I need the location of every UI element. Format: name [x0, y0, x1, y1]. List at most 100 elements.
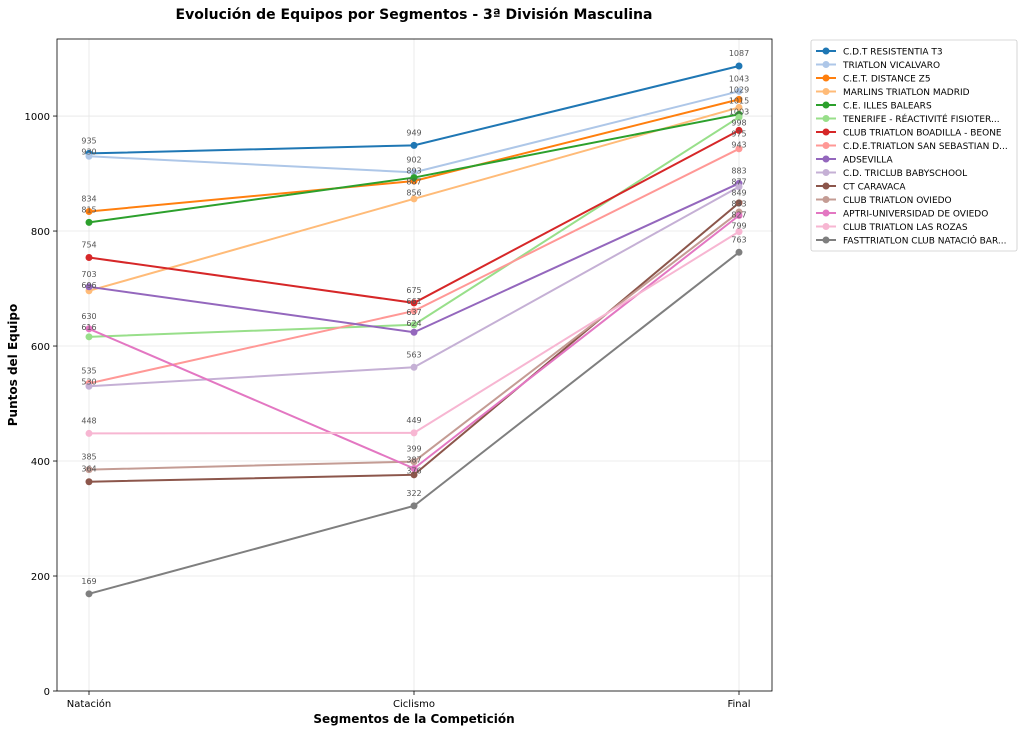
data-point	[735, 126, 743, 134]
data-label: 322	[406, 489, 421, 498]
legend-label: CLUB TRIATLON LAS ROZAS	[843, 223, 968, 233]
y-tick-label: 1000	[25, 112, 50, 123]
data-point	[85, 253, 93, 261]
data-point	[85, 382, 93, 390]
data-point	[735, 62, 743, 70]
data-point	[735, 103, 743, 111]
legend-label: CLUB TRIATLON OVIEDO	[843, 196, 952, 206]
data-label: 887	[406, 177, 421, 186]
data-label: 535	[81, 366, 96, 375]
data-label: 169	[81, 577, 96, 586]
data-point	[85, 325, 93, 333]
data-point	[735, 212, 743, 220]
data-label: 893	[406, 166, 421, 175]
data-label: 930	[81, 147, 96, 156]
data-label: 1003	[729, 107, 749, 116]
legend-marker	[822, 236, 830, 244]
data-label: 856	[406, 188, 421, 197]
data-label: 834	[81, 194, 96, 203]
data-point	[85, 478, 93, 486]
grid	[57, 39, 772, 692]
legend-label: ADSEVILLA	[843, 156, 894, 166]
data-point	[410, 307, 418, 315]
data-point	[410, 299, 418, 307]
data-point	[410, 471, 418, 479]
data-point	[410, 363, 418, 371]
legend-marker	[822, 155, 830, 163]
data-label: 849	[731, 188, 746, 197]
chart-title: Evolución de Equipos por Segmentos - 3ª …	[176, 7, 653, 23]
data-label: 616	[81, 323, 96, 332]
data-label: 935	[81, 136, 96, 145]
data-point	[410, 502, 418, 510]
legend-marker	[822, 196, 830, 203]
data-label: 943	[731, 140, 746, 149]
data-point	[735, 87, 743, 95]
x-tick-label: Final	[727, 699, 750, 710]
y-tick-label: 800	[31, 227, 50, 238]
data-point	[85, 207, 93, 215]
data-label: 754	[81, 240, 96, 249]
data-label: 799	[731, 221, 746, 230]
legend-marker	[822, 128, 830, 136]
data-point	[85, 283, 93, 291]
legend-label: TENERIFE - RÉACTIVITÉ FISIOTER...	[842, 113, 1000, 125]
plot-frame	[56, 38, 773, 692]
data-label: 675	[406, 286, 421, 295]
legend-label: CLUB TRIATLON BOADILLA - BEONE	[843, 129, 1002, 139]
data-label: 449	[406, 416, 421, 425]
data-point	[410, 141, 418, 149]
data-label: 883	[731, 166, 746, 175]
data-point	[85, 152, 93, 160]
data-label: 376	[406, 467, 421, 476]
legend-marker	[822, 182, 830, 190]
y-axis-label: Puntos del Equipo	[6, 304, 20, 426]
legend-marker	[822, 74, 830, 82]
data-point	[735, 145, 743, 153]
data-label: 833	[731, 199, 746, 208]
data-label: 399	[406, 445, 421, 454]
legend: C.D.T RESISTENTIA T3 TRIATLON VICALVARO C.…	[810, 39, 1018, 252]
axes: 0 200 400 600 800 1000 Natación Ciclismo Final	[25, 112, 751, 710]
legend-label: MARLINS TRIATLON MADRID	[843, 88, 970, 98]
data-point	[410, 321, 418, 329]
data-label: 998	[731, 118, 746, 127]
y-tick-label: 400	[31, 457, 50, 468]
legend-marker	[822, 223, 830, 230]
data-label: 815	[81, 205, 96, 214]
data-label: 1029	[729, 85, 749, 94]
data-label: 530	[81, 377, 96, 386]
data-label: 827	[731, 210, 746, 219]
data-point	[85, 333, 93, 341]
legend-marker	[822, 101, 830, 109]
data-point	[85, 218, 93, 226]
legend-label: C.D.E.TRIATLON SAN SEBASTIAN D...	[843, 142, 1008, 152]
data-point	[85, 466, 93, 474]
legend-marker	[822, 142, 830, 149]
series-lines	[85, 62, 743, 598]
data-label: 448	[81, 416, 96, 425]
data-point	[735, 248, 743, 256]
legend-label: CT CARAVACA	[843, 183, 906, 193]
legend-label: C.E.T. DISTANCE Z5	[843, 75, 931, 85]
legend-marker	[822, 209, 830, 217]
legend-marker	[822, 47, 830, 55]
data-label: 1043	[729, 74, 749, 83]
legend-marker	[822, 88, 830, 95]
data-point	[410, 328, 418, 336]
data-label: 696	[81, 281, 96, 290]
data-label: 661	[406, 297, 421, 306]
legend-label: C.D. TRICLUB BABYSCHOOL	[843, 169, 967, 179]
legend-label: FASTTRIATLON CLUB NATACIÓ BAR...	[843, 235, 1006, 247]
legend-label: TRIATLON VICALVARO	[842, 61, 940, 71]
y-tick-label: 200	[31, 572, 50, 583]
legend-marker	[822, 169, 830, 176]
x-tick-label: Ciclismo	[393, 699, 435, 710]
legend-label: APTRI-UNIVERSIDAD DE OVIEDO	[843, 210, 988, 220]
data-label: 703	[81, 270, 96, 279]
data-point	[410, 195, 418, 203]
data-point	[735, 95, 743, 103]
data-point	[410, 464, 418, 472]
legend-label: C.D.T RESISTENTIA T3	[843, 48, 943, 58]
